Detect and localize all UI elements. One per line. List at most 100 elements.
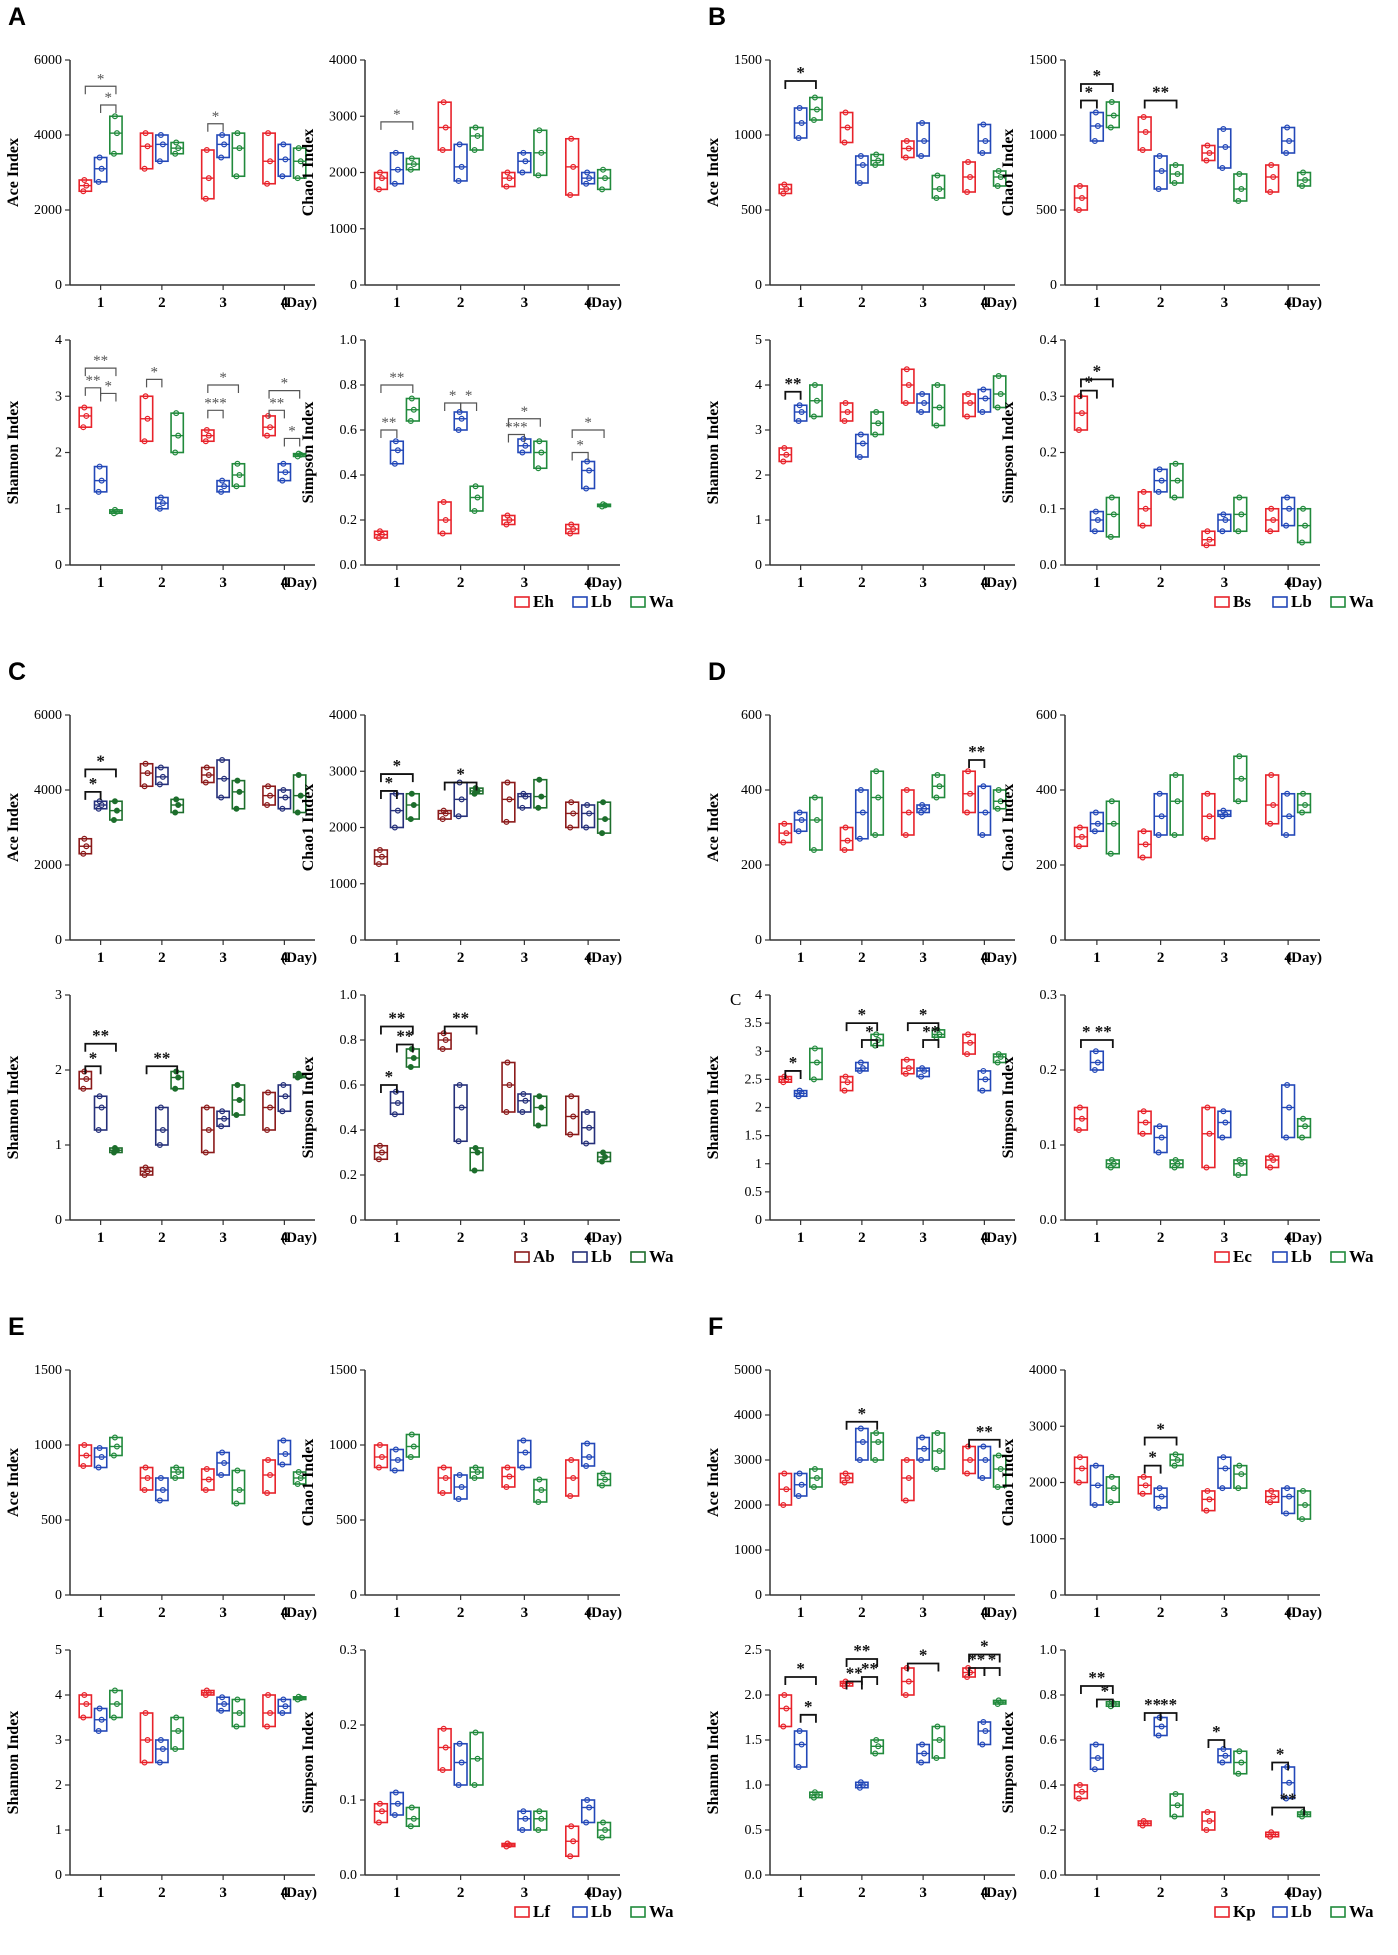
significance-label: ** [153,1048,170,1067]
significance-bracket [1207,1739,1226,1748]
data-point [798,817,805,824]
box-Lb-day1 [93,465,108,493]
data-point [933,1755,940,1762]
data-point [233,1112,240,1119]
data-point [458,1484,465,1491]
significance-label: * [212,109,220,125]
data-point [1075,1795,1082,1802]
data-point [440,99,447,106]
y-tick-label: 2000 [34,858,62,873]
data-point [282,156,289,163]
data-point [175,1728,182,1735]
y-tick-label: 0.4 [340,468,358,483]
y-axis-label: Simpson Index [300,1057,317,1159]
data-point [96,154,103,161]
y-axis-label: Simpson Index [1000,402,1017,504]
data-point [156,1497,163,1504]
data-point [780,1723,787,1730]
chart-A-2: 0 1000 2000 3000 4000 1 2 3 4(Day) Chao1 Index * [300,53,622,311]
data-point [203,147,210,154]
data-point [173,410,180,417]
x-tick-label: 4 [281,1230,289,1246]
data-point [264,1490,271,1497]
data-point [159,1746,166,1753]
data-point [519,1464,526,1471]
data-point [218,488,225,495]
x-tick-label: 2 [158,1605,166,1621]
box-Wa-day2 [1169,774,1184,836]
data-point [1220,511,1227,518]
data-point [1300,1809,1307,1816]
data-point [267,158,274,165]
significance-bracket [968,759,986,768]
data-point [856,180,863,187]
data-point [519,1109,526,1116]
x-unit-label: (Day) [981,950,1017,966]
data-point [455,1138,462,1145]
x-tick-label: 4 [981,950,989,966]
data-point [394,807,401,814]
data-point [1158,1134,1165,1141]
data-point [535,1499,542,1506]
significance-bracket [380,790,398,799]
data-point [83,1701,90,1708]
data-point [458,796,465,803]
data-point [407,418,414,425]
data-point [1206,813,1213,820]
data-point [173,1714,180,1721]
data-point [1299,183,1306,190]
data-point [934,382,941,389]
significance-label: * [89,774,98,793]
y-tick-label: 3 [55,1733,62,1748]
data-point [584,169,591,176]
legend-label-Ec: Ec [1233,1247,1252,1266]
data-point [440,1725,447,1732]
legend-label-Lb: Lb [1291,1247,1312,1266]
x-tick-label: 4 [584,295,592,311]
box-Lb-day3 [216,1451,231,1476]
y-axis-label: Ace Index [5,793,22,862]
y-tick-label: 2 [55,1778,62,1793]
data-point [376,169,383,176]
data-point [979,1741,986,1748]
data-point [1171,180,1178,187]
box-Wa-day2 [469,485,484,512]
legend-swatch-Lb [1272,596,1288,608]
data-point [172,1475,179,1482]
data-point [282,794,289,801]
data-point [205,175,212,182]
data-point [600,1470,607,1477]
data-point [570,1838,577,1845]
data-point [994,183,1001,190]
y-tick-label: 0.8 [340,378,358,393]
data-point [218,794,225,801]
y-tick-label: 0 [350,1213,357,1228]
data-point [967,174,974,181]
data-point [1300,1115,1307,1122]
data-point [1220,1108,1227,1115]
data-point [1142,1119,1149,1126]
data-point [81,404,88,411]
y-tick-label: 0.3 [340,1643,358,1658]
box-Lb-day4 [277,143,292,178]
box-Lb-day1 [93,156,108,183]
y-tick-label: 0.0 [745,1868,763,1883]
data-point [584,458,591,465]
data-point [95,1464,102,1471]
data-point [474,132,481,139]
data-point [221,141,228,148]
data-point [1110,820,1117,827]
x-tick-label: 4 [584,575,592,591]
y-tick-label: 1000 [1029,128,1057,143]
data-point [856,835,863,842]
data-point [872,1457,879,1464]
data-point [1302,177,1309,184]
y-tick-label: 3000 [1029,1419,1057,1434]
y-tick-label: 0.1 [1040,502,1058,517]
y-axis-label: Chao1 Index [1000,129,1017,217]
data-point [1174,798,1181,805]
data-point [1267,1499,1274,1506]
x-unit-label: (Day) [981,1605,1017,1621]
data-point [918,153,925,160]
